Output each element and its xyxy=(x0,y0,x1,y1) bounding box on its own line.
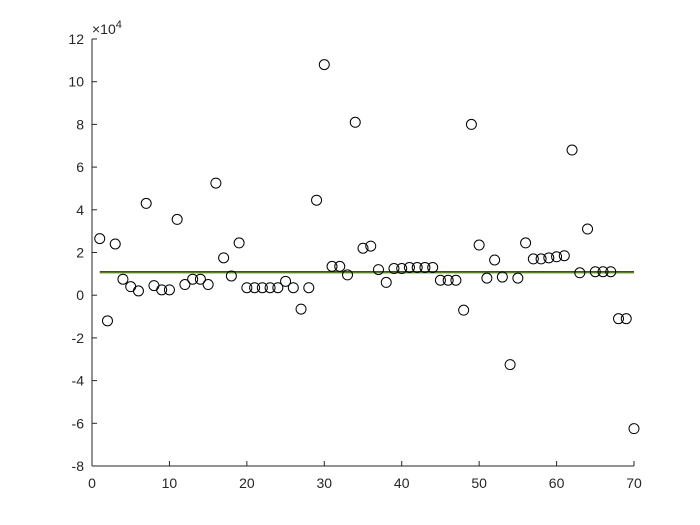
data-point xyxy=(334,260,346,272)
data-point xyxy=(264,282,276,294)
x-tick-label: 20 xyxy=(239,475,255,491)
data-point xyxy=(504,359,516,371)
data-point xyxy=(613,313,625,325)
data-point xyxy=(473,239,485,251)
data-point xyxy=(140,197,152,209)
data-point xyxy=(597,266,609,278)
data-point xyxy=(148,280,160,292)
data-point xyxy=(125,281,137,293)
data-point xyxy=(132,285,144,297)
data-point xyxy=(574,267,586,279)
data-point xyxy=(109,238,121,250)
data-point xyxy=(481,272,493,284)
x-tick-label: 50 xyxy=(471,475,487,491)
data-point xyxy=(163,284,175,296)
data-point xyxy=(256,282,268,294)
data-point xyxy=(605,266,617,278)
data-point xyxy=(589,266,601,278)
data-point xyxy=(396,263,408,275)
data-point xyxy=(210,177,222,189)
data-point xyxy=(465,118,477,130)
data-point xyxy=(419,261,431,273)
axes xyxy=(91,38,635,467)
data-point xyxy=(117,273,129,285)
data-point xyxy=(357,242,369,254)
data-point xyxy=(450,274,462,286)
data-point xyxy=(179,279,191,291)
y-tick-label: 2 xyxy=(76,245,84,261)
reference-lines xyxy=(99,270,634,274)
data-point xyxy=(388,263,400,275)
data-point xyxy=(427,261,439,273)
y-tick-label: 6 xyxy=(76,159,84,175)
data-point xyxy=(101,315,113,327)
y-exponent-power: 4 xyxy=(116,19,122,31)
x-tick-label: 0 xyxy=(88,475,96,491)
data-point xyxy=(527,253,539,265)
y-tick-label: 12 xyxy=(68,31,84,47)
data-point xyxy=(558,250,570,262)
data-point xyxy=(326,260,338,272)
data-point xyxy=(187,273,199,285)
y-tick-label: -2 xyxy=(72,330,85,346)
data-point xyxy=(287,282,299,294)
data-point xyxy=(380,276,392,288)
data-point xyxy=(442,274,454,286)
data-point xyxy=(295,303,307,315)
data-point xyxy=(218,252,230,264)
x-tick-label: 10 xyxy=(162,475,178,491)
data-point xyxy=(566,144,578,156)
data-point xyxy=(194,273,206,285)
x-tick-label: 70 xyxy=(626,475,642,491)
data-point xyxy=(496,271,508,283)
data-point xyxy=(543,252,555,264)
data-point xyxy=(365,240,377,252)
y-tick-label: -4 xyxy=(72,373,85,389)
data-point xyxy=(272,282,284,294)
data-point xyxy=(156,284,168,296)
data-point xyxy=(411,261,423,273)
data-point xyxy=(489,254,501,266)
data-point xyxy=(94,233,106,245)
data-point xyxy=(620,313,632,325)
data-point xyxy=(372,264,384,276)
x-tick-label: 40 xyxy=(394,475,410,491)
data-point xyxy=(434,274,446,286)
data-point xyxy=(349,116,361,128)
data-point xyxy=(342,269,354,281)
data-point xyxy=(628,423,640,435)
data-point xyxy=(318,59,330,71)
tick-labels: 0 10 20 30 40 50 60 70 -8 -6 -4 -2 0 2 4 6 8 10 12 xyxy=(68,31,642,491)
data-point xyxy=(403,261,415,273)
y-exponent-base: ×10 xyxy=(92,21,116,37)
y-tick-label: 10 xyxy=(68,74,84,90)
data-point xyxy=(520,237,532,249)
y-tick-label: -6 xyxy=(72,415,85,431)
y-tick-label: 8 xyxy=(76,116,84,132)
x-tick-label: 30 xyxy=(316,475,332,491)
y-tick-label: -8 xyxy=(72,458,85,474)
data-point xyxy=(241,282,253,294)
y-exponent-label: ×104 xyxy=(92,19,122,37)
data-point xyxy=(249,282,261,294)
data-point xyxy=(225,270,237,282)
y-tick-label: 4 xyxy=(76,202,84,218)
data-points xyxy=(94,59,640,435)
data-point xyxy=(458,304,470,316)
data-point xyxy=(171,213,183,225)
data-point xyxy=(233,237,245,249)
data-point xyxy=(280,275,292,287)
data-point xyxy=(311,194,323,206)
data-point xyxy=(512,272,524,284)
x-tick-label: 60 xyxy=(549,475,565,491)
y-tick-label: 0 xyxy=(76,287,84,303)
data-point xyxy=(535,253,547,265)
data-point xyxy=(202,279,214,291)
data-point xyxy=(551,251,563,263)
data-point xyxy=(303,282,315,294)
data-point xyxy=(582,223,594,235)
